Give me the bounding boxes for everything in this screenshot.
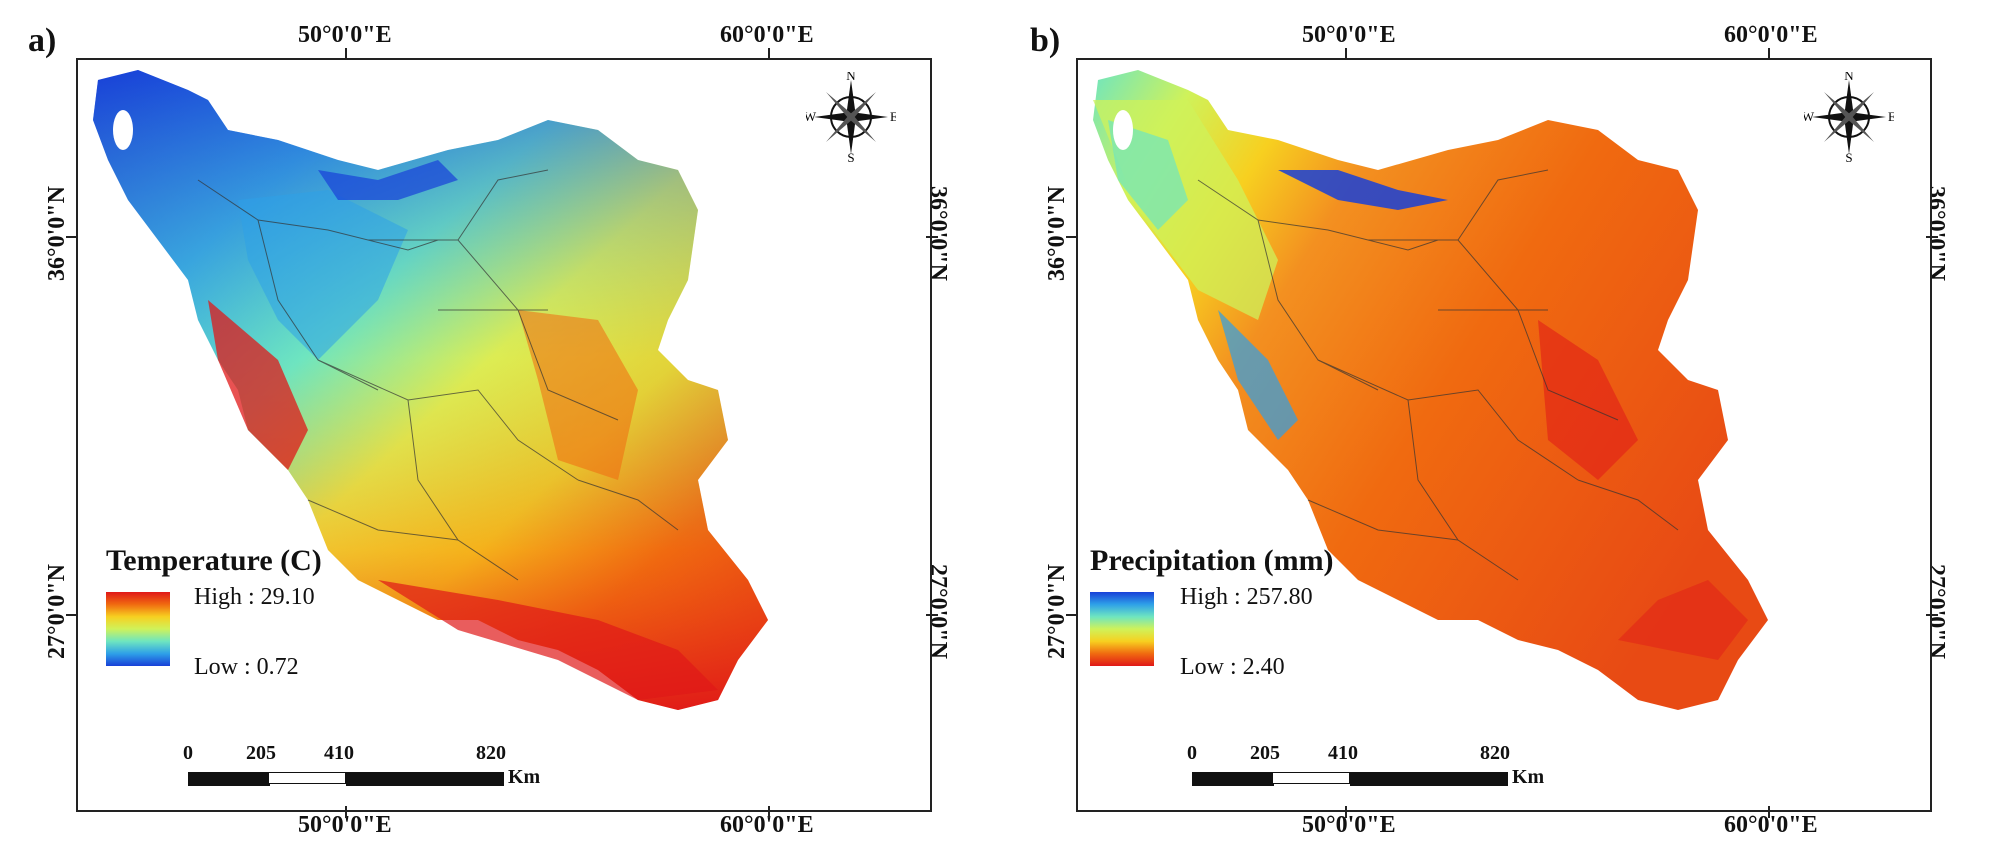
scale-unit: Km bbox=[1512, 766, 1545, 788]
compass-n: N bbox=[1844, 72, 1854, 83]
lat-label-left-top: 36°0'0"N bbox=[43, 186, 70, 281]
lon-label-bottom-right: 60°0'0"E bbox=[720, 812, 814, 838]
compass-e: E bbox=[1888, 109, 1894, 124]
legend-color-ramp bbox=[1090, 592, 1154, 666]
iran-shape bbox=[1093, 70, 1768, 710]
compass-w: W bbox=[806, 109, 817, 124]
province-boundaries bbox=[1197, 169, 1679, 581]
tick bbox=[345, 48, 347, 60]
tick bbox=[345, 806, 347, 818]
lat-label-left-top: 36°0'0"N bbox=[1043, 186, 1070, 281]
map-frame bbox=[1076, 58, 1932, 812]
tick bbox=[768, 806, 770, 818]
compass-n: N bbox=[846, 72, 856, 83]
scale-segment bbox=[1272, 772, 1350, 784]
legend-color-ramp bbox=[106, 592, 170, 666]
lon-label-bottom-left: 50°0'0"E bbox=[298, 812, 392, 838]
temperature-map bbox=[93, 70, 768, 710]
scale-tick-label: 205 bbox=[246, 742, 276, 764]
scale-tick-label: 410 bbox=[324, 742, 354, 764]
legend-high: High : 257.80 bbox=[1180, 584, 1313, 610]
scale-segment bbox=[268, 772, 346, 784]
legend-low: Low : 0.72 bbox=[194, 654, 299, 680]
tick bbox=[1768, 806, 1770, 818]
scale-tick-label: 410 bbox=[1328, 742, 1358, 764]
scale-tick-label: 820 bbox=[1480, 742, 1510, 764]
tick bbox=[66, 614, 78, 616]
lat-label-left-bottom: 27°0'0"N bbox=[43, 564, 70, 659]
compass-e: E bbox=[890, 109, 896, 124]
tick bbox=[768, 48, 770, 60]
tick bbox=[1066, 236, 1078, 238]
precipitation-map-panel: b) 50°0'0"E 60°0'0"E 50°0'0"E 60°0'0"E 3… bbox=[1004, 0, 2008, 848]
lon-label-top-left: 50°0'0"E bbox=[298, 22, 392, 48]
tick bbox=[1066, 614, 1078, 616]
tick bbox=[1926, 236, 1938, 238]
scale-segment bbox=[346, 772, 504, 786]
legend-low: Low : 2.40 bbox=[1180, 654, 1285, 680]
legend-title: Temperature (C) bbox=[106, 544, 322, 577]
compass-rose-icon: N S E W bbox=[1804, 72, 1894, 162]
compass-s: S bbox=[847, 150, 854, 162]
tick bbox=[1768, 48, 1770, 60]
province-boundaries bbox=[197, 169, 679, 581]
tick bbox=[1345, 806, 1347, 818]
scale-tick-label: 0 bbox=[183, 742, 193, 764]
compass-rose-icon: N S E W bbox=[806, 72, 896, 162]
legend-high: High : 29.10 bbox=[194, 584, 315, 610]
precipitation-map bbox=[1093, 70, 1768, 710]
panel-label: a) bbox=[28, 22, 57, 59]
lat-label-left-bottom: 27°0'0"N bbox=[1043, 564, 1070, 659]
tick bbox=[1926, 614, 1938, 616]
panel-label: b) bbox=[1030, 22, 1061, 59]
lon-label-bottom-right: 60°0'0"E bbox=[1724, 812, 1818, 838]
tick bbox=[926, 614, 938, 616]
tick bbox=[66, 236, 78, 238]
scale-tick-label: 0 bbox=[1187, 742, 1197, 764]
compass-w: W bbox=[1804, 109, 1815, 124]
lon-label-top-left: 50°0'0"E bbox=[1302, 22, 1396, 48]
iran-shape bbox=[93, 70, 768, 710]
scale-segment bbox=[1350, 772, 1508, 786]
scale-tick-label: 205 bbox=[1250, 742, 1280, 764]
scale-segment bbox=[188, 772, 270, 786]
lon-label-top-right: 60°0'0"E bbox=[720, 22, 814, 48]
scale-tick-label: 820 bbox=[476, 742, 506, 764]
tick bbox=[1345, 48, 1347, 60]
compass-s: S bbox=[1845, 150, 1852, 162]
scale-segment bbox=[1192, 772, 1274, 786]
tick bbox=[926, 236, 938, 238]
temperature-map-panel: a) 50°0'0"E 60°0'0"E 50°0'0"E 60°0'0"E 3… bbox=[28, 22, 951, 838]
lon-label-top-right: 60°0'0"E bbox=[1724, 22, 1818, 48]
scale-unit: Km bbox=[508, 766, 541, 788]
lon-label-bottom-left: 50°0'0"E bbox=[1302, 812, 1396, 838]
legend-title: Precipitation (mm) bbox=[1090, 544, 1334, 577]
map-frame bbox=[76, 58, 932, 812]
